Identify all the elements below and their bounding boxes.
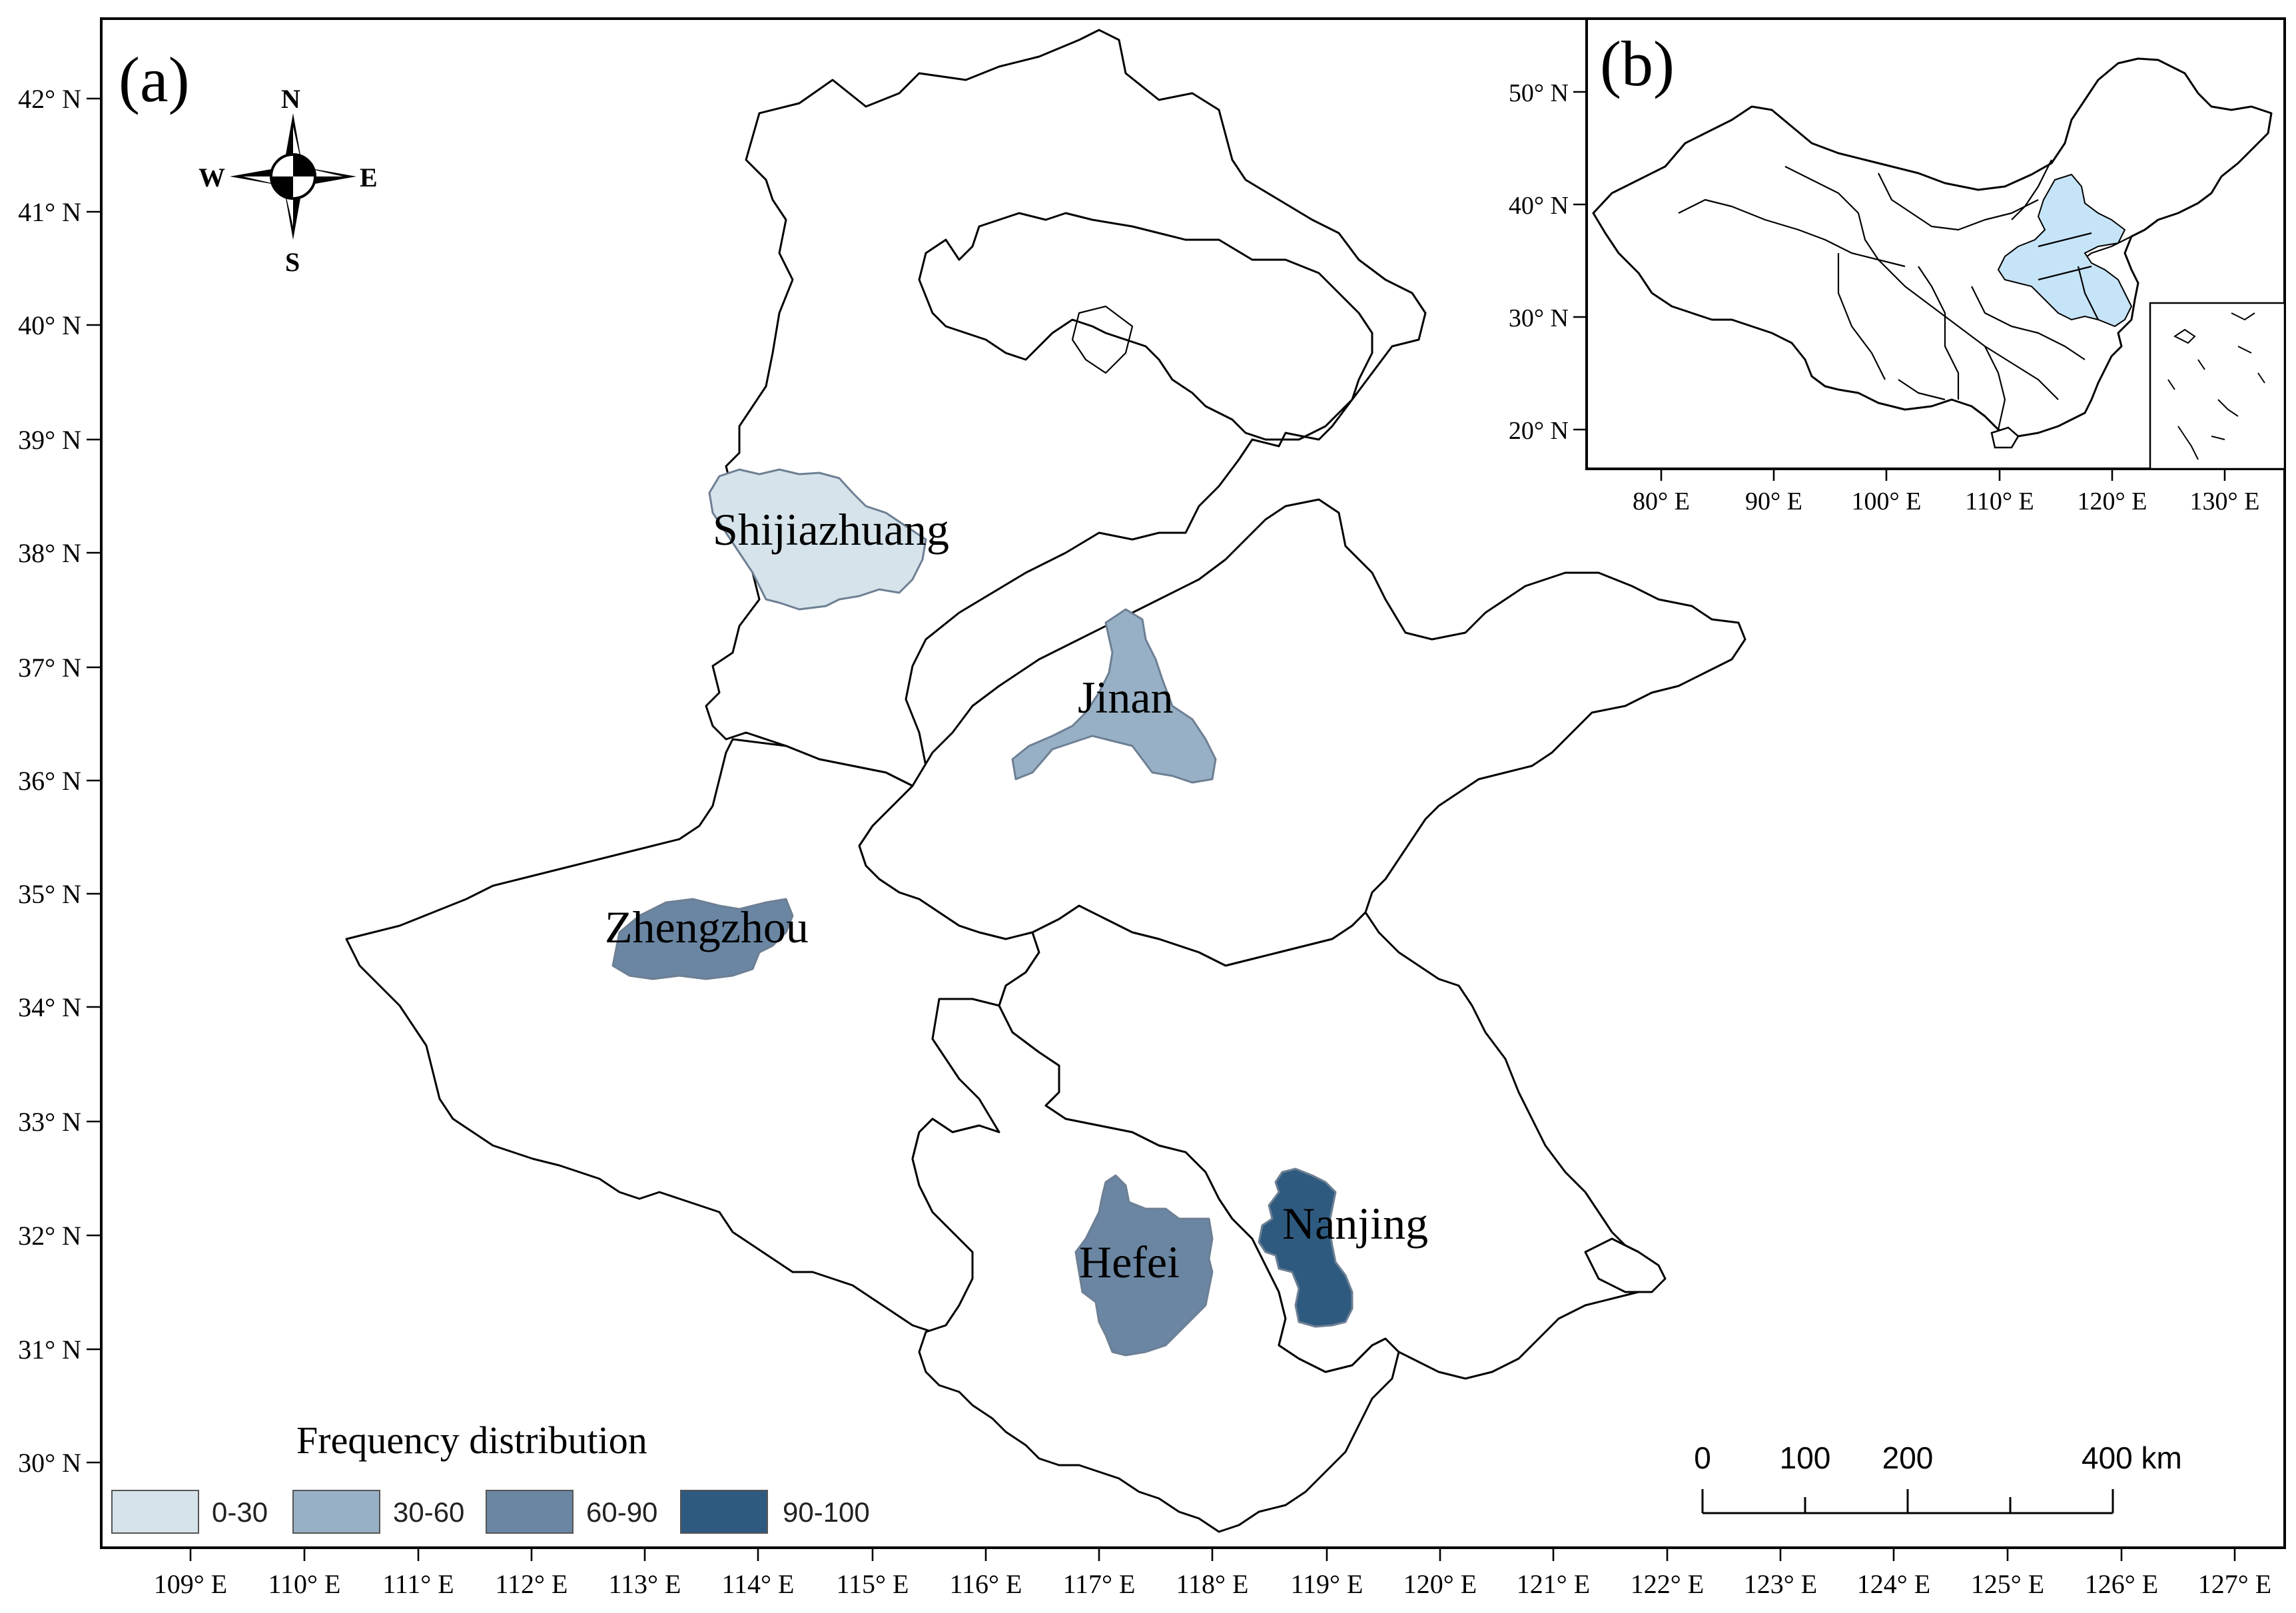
scale-bar: 0 100 200 400 km [1694, 1441, 2182, 1514]
province-beijing [918, 212, 1373, 441]
city-zhengzhou-region [611, 898, 794, 980]
province-jiangsu [998, 904, 1660, 1380]
lon-label: 114° E [722, 1569, 795, 1599]
scale-label-400: 400 km [2082, 1441, 2182, 1475]
legend-swatch-90-100 [680, 1490, 768, 1534]
legend-title: Frequency distribution [296, 1419, 647, 1462]
compass-east: E [360, 162, 378, 192]
lon-label: 122° E [1631, 1569, 1704, 1599]
south-china-sea-inset [2149, 302, 2286, 470]
legend-label-0-30: 0-30 [212, 1496, 268, 1528]
panel-b-label: (b) [1600, 28, 1675, 99]
lon-label: 121° E [1517, 1569, 1590, 1599]
city-label-shijiazhuang: Shijiazhuang [713, 504, 949, 555]
city-hefei-region [1074, 1174, 1214, 1357]
province-tianjin [1071, 305, 1134, 374]
inset-lat-label: 20° N [1509, 417, 1569, 445]
city-shijiazhuang-region [708, 468, 927, 611]
lon-label: 116° E [950, 1569, 1022, 1599]
city-label-zhengzhou: Zhengzhou [605, 902, 809, 952]
lon-label: 110° E [268, 1569, 341, 1599]
lat-label: 30° N [18, 1448, 81, 1478]
lat-label: 32° N [18, 1221, 81, 1251]
inset-lat-label: 50° N [1509, 79, 1569, 107]
inset-lon-label: 90° E [1745, 487, 1802, 515]
lat-label: 39° N [18, 425, 81, 455]
latitude-axis: 42° N 41° N 40° N 39° N 38° N 37° N 36° … [18, 84, 101, 1478]
lat-label: 35° N [18, 879, 81, 909]
scale-label-0: 0 [1694, 1441, 1711, 1475]
city-label-hefei: Hefei [1079, 1237, 1180, 1287]
china-outline [1592, 57, 2273, 438]
lon-label: 126° E [2085, 1569, 2158, 1599]
inset-lon-label: 110° E [1965, 487, 2034, 515]
scale-label-100: 100 [1780, 1441, 1831, 1475]
compass-south: S [285, 247, 300, 277]
lon-label: 113° E [609, 1569, 681, 1599]
legend-label-30-60: 30-60 [393, 1496, 464, 1528]
lat-label: 38° N [18, 538, 81, 568]
city-nanjing-region [1258, 1167, 1353, 1328]
lon-label: 123° E [1744, 1569, 1817, 1599]
lon-label: 118° E [1176, 1569, 1249, 1599]
compass-west: W [198, 162, 225, 192]
lon-label: 109° E [154, 1569, 227, 1599]
lon-label: 124° E [1857, 1569, 1930, 1599]
lon-label: 120° E [1403, 1569, 1477, 1599]
inset-lat-label: 40° N [1509, 192, 1569, 220]
lat-label: 36° N [18, 766, 81, 796]
lon-label: 111° E [382, 1569, 454, 1599]
legend-label-60-90: 60-90 [586, 1496, 657, 1528]
lon-label: 112° E [496, 1569, 568, 1599]
inset-lon-label: 80° E [1633, 487, 1690, 515]
inset-lon-label: 100° E [1852, 487, 1922, 515]
city-jinan-region [1011, 608, 1217, 784]
inset-map-china: (b) 50° N 40° N 30° N 20° N 80° E 90° E … [1509, 17, 2286, 515]
compass-rose-icon: N S W E [198, 84, 378, 277]
legend: Frequency distribution 0-30 30-60 60-90 … [111, 1419, 870, 1534]
lon-label: 117° E [1063, 1569, 1136, 1599]
panel-a-label: (a) [119, 44, 190, 115]
lat-label: 33° N [18, 1107, 81, 1137]
inset-lon-label: 120° E [2078, 487, 2147, 515]
lat-label: 31° N [18, 1335, 81, 1365]
city-label-nanjing: Nanjing [1282, 1198, 1428, 1249]
legend-swatch-0-30 [111, 1490, 199, 1534]
lon-label: 125° E [1971, 1569, 2044, 1599]
compass-north: N [281, 84, 300, 114]
longitude-axis: 109° E 110° E 111° E 112° E 113° E 114° … [154, 1548, 2271, 1599]
lat-label: 41° N [18, 197, 81, 227]
legend-label-90-100: 90-100 [783, 1496, 870, 1528]
legend-swatch-60-90 [486, 1490, 574, 1534]
lat-label: 37° N [18, 653, 81, 683]
lat-label: 34° N [18, 992, 81, 1022]
hainan-island [1990, 426, 2020, 449]
city-label-jinan: Jinan [1078, 672, 1174, 723]
inset-study-area-highlight [1997, 173, 2133, 328]
lon-label: 119° E [1291, 1569, 1363, 1599]
lat-label: 42° N [18, 84, 81, 114]
inset-lat-label: 30° N [1509, 304, 1569, 332]
lon-label: 115° E [837, 1569, 909, 1599]
scale-label-200: 200 [1882, 1441, 1934, 1475]
province-shanghai [1584, 1237, 1667, 1293]
lat-label: 40° N [18, 310, 81, 340]
inset-lon-label: 130° E [2190, 487, 2260, 515]
legend-swatch-30-60 [292, 1490, 380, 1534]
lon-label: 127° E [2198, 1569, 2271, 1599]
